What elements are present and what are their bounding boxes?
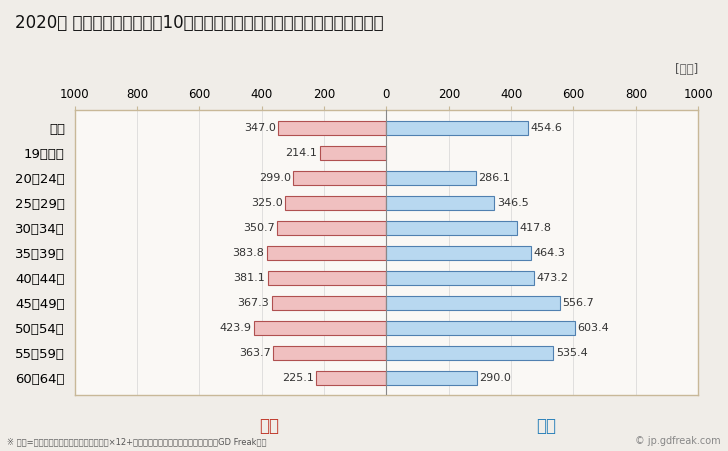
Bar (387, 321, 574, 335)
Text: 464.3: 464.3 (534, 248, 566, 258)
Text: 454.6: 454.6 (531, 123, 563, 133)
Text: 325.0: 325.0 (251, 198, 282, 208)
Text: 383.8: 383.8 (232, 248, 264, 258)
Bar (387, 371, 477, 385)
Bar (387, 196, 494, 210)
Bar (316, 371, 387, 385)
Bar (278, 121, 387, 135)
Text: 286.1: 286.1 (478, 173, 510, 183)
Text: 290.0: 290.0 (479, 373, 511, 383)
Bar (320, 146, 387, 160)
Text: 225.1: 225.1 (282, 373, 314, 383)
Bar (387, 171, 475, 184)
Text: 535.4: 535.4 (555, 348, 587, 358)
Text: 473.2: 473.2 (537, 273, 569, 283)
Text: 346.5: 346.5 (497, 198, 529, 208)
Text: 381.1: 381.1 (233, 273, 265, 283)
Bar (277, 221, 387, 235)
Bar (387, 121, 528, 135)
Text: 603.4: 603.4 (577, 323, 609, 333)
Text: 347.0: 347.0 (244, 123, 276, 133)
Text: 556.7: 556.7 (563, 298, 594, 308)
Text: [万円]: [万円] (675, 63, 698, 76)
Text: © jp.gdfreak.com: © jp.gdfreak.com (635, 437, 721, 446)
Bar (268, 271, 387, 285)
Bar (387, 346, 553, 360)
Text: 363.7: 363.7 (239, 348, 271, 358)
Bar (387, 246, 531, 260)
Bar (266, 246, 387, 260)
Text: 367.3: 367.3 (237, 298, 269, 308)
Text: 350.7: 350.7 (243, 223, 274, 233)
Text: 423.9: 423.9 (220, 323, 252, 333)
Bar (387, 271, 534, 285)
Bar (273, 346, 387, 360)
Bar (387, 296, 560, 310)
Text: 214.1: 214.1 (285, 148, 317, 158)
Bar (254, 321, 387, 335)
Bar (272, 296, 387, 310)
Bar (387, 221, 517, 235)
Bar (293, 171, 387, 184)
Text: 男性: 男性 (536, 417, 556, 435)
Text: 299.0: 299.0 (258, 173, 290, 183)
Text: 女性: 女性 (259, 417, 280, 435)
Bar (285, 196, 387, 210)
Text: ※ 年収=「きまって支給する現金給与額」×12+「年間賞与その他特別給与額」としてGD Freak推計: ※ 年収=「きまって支給する現金給与額」×12+「年間賞与その他特別給与額」とし… (7, 437, 266, 446)
Text: 417.8: 417.8 (519, 223, 551, 233)
Text: 2020年 民間企業（従業者数10人以上）フルタイム労働者の男女別平均年収: 2020年 民間企業（従業者数10人以上）フルタイム労働者の男女別平均年収 (15, 14, 383, 32)
